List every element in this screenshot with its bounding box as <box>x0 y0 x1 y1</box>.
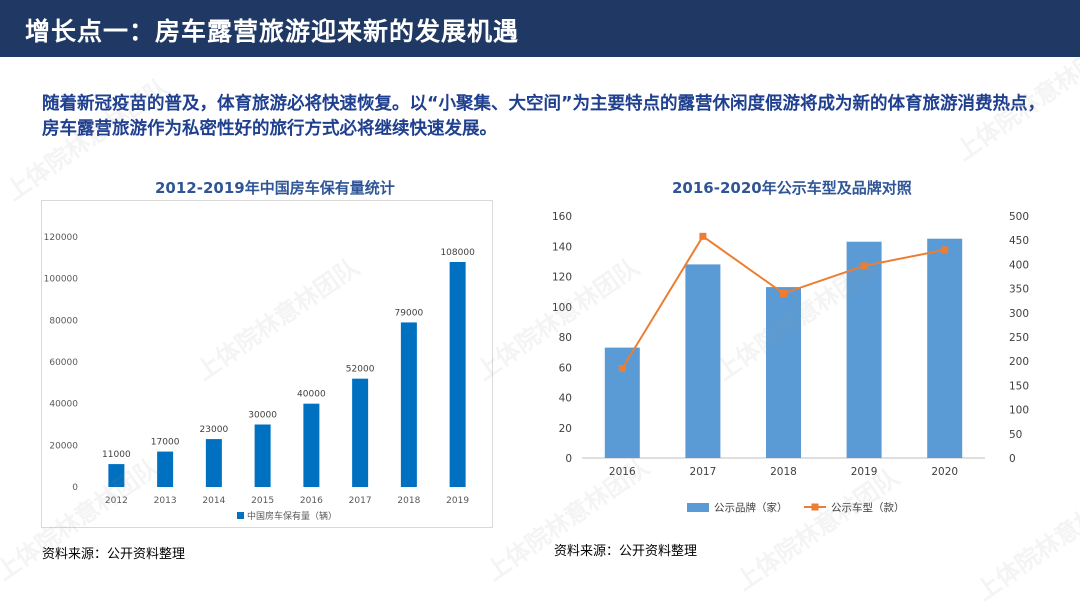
x-tick-label: 2017 <box>349 496 372 506</box>
legend-label: 公示品牌（家） <box>714 501 788 514</box>
bar <box>927 238 963 458</box>
right-chart: 0 20 40 60 80 100 120 140 160 0 50 100 150 200 250 300 3… <box>552 211 1029 514</box>
y-tick-label: 80 <box>559 332 572 344</box>
y2-tick-label: 350 <box>1009 284 1029 296</box>
legend-swatch <box>687 503 709 512</box>
legend-marker <box>811 503 819 511</box>
left-chart-panel: 0 20000 40000 60000 80000 100000 120000 11000 20… <box>41 200 493 528</box>
left-chart-source: 资料来源：公开资料整理 <box>42 547 186 562</box>
header-bar: 增长点一：房车露营旅游迎来新的发展机遇 <box>0 0 1080 57</box>
data-label: 52000 <box>346 365 375 375</box>
bar <box>449 262 466 487</box>
intro-paragraph: 随着新冠疫苗的普及，体育旅游必将快速恢复。以“小聚集、大空间”为主要特点的露营休… <box>42 94 1045 139</box>
left-chart-title: 2012-2019年中国房车保有量统计 <box>155 179 395 197</box>
line-marker <box>860 262 868 270</box>
x-tick-label: 2019 <box>446 496 469 506</box>
x-tick-label: 2020 <box>931 466 958 478</box>
y-tick-label: 120000 <box>44 233 79 243</box>
x-tick-label: 2012 <box>105 496 128 506</box>
x-tick-label: 2018 <box>770 466 797 478</box>
y-tick-label: 40000 <box>49 400 78 410</box>
y2-tick-label: 300 <box>1009 308 1029 320</box>
page-title: 增长点一：房车露营旅游迎来新的发展机遇 <box>25 17 520 46</box>
y2-tick-label: 200 <box>1009 356 1029 368</box>
y-tick-label: 100000 <box>44 275 79 285</box>
legend-label: 中国房车保有量（辆） <box>247 510 337 522</box>
y2-tick-label: 400 <box>1009 259 1029 271</box>
y2-tick-label: 100 <box>1009 405 1029 417</box>
y2-tick-label: 500 <box>1009 211 1029 223</box>
y-tick-label: 0 <box>72 483 78 493</box>
data-label: 79000 <box>395 308 424 318</box>
y2-tick-label: 150 <box>1009 380 1029 392</box>
legend-swatch <box>237 512 244 519</box>
x-tick-label: 2015 <box>251 496 274 506</box>
x-tick-label: 2014 <box>202 496 225 506</box>
y-tick-label: 60000 <box>49 358 78 368</box>
left-chart: 0 20000 40000 60000 80000 100000 120000 11000 20… <box>44 233 475 522</box>
bar <box>604 347 640 458</box>
bar <box>303 403 320 487</box>
bar <box>846 241 882 458</box>
y2-tick-label: 50 <box>1009 429 1022 441</box>
bar <box>205 439 222 487</box>
y2-tick-label: 450 <box>1009 235 1029 247</box>
legend-label: 公示车型（款） <box>831 501 905 514</box>
right-chart-title: 2016-2020年公示车型及品牌对照 <box>672 179 912 197</box>
line-marker <box>699 232 707 240</box>
y-tick-label: 80000 <box>49 316 78 326</box>
x-tick-label: 2019 <box>851 466 878 478</box>
data-label: 108000 <box>440 248 475 258</box>
x-tick-label: 2018 <box>397 496 420 506</box>
data-label: 30000 <box>248 411 277 421</box>
y-tick-label: 0 <box>565 453 572 465</box>
y-tick-label: 40 <box>559 393 572 405</box>
y-tick-label: 60 <box>559 362 572 374</box>
right-chart-source: 资料来源：公开资料整理 <box>554 544 698 559</box>
y-tick-label: 20000 <box>49 441 78 451</box>
y2-tick-label: 250 <box>1009 332 1029 344</box>
y-tick-label: 120 <box>552 272 572 284</box>
line-marker <box>618 364 626 372</box>
x-tick-label: 2016 <box>300 496 323 506</box>
y-tick-label: 20 <box>559 423 572 435</box>
x-tick-label: 2016 <box>609 466 636 478</box>
bar <box>254 424 271 487</box>
bar <box>766 287 801 458</box>
data-label: 11000 <box>102 450 131 460</box>
x-tick-label: 2017 <box>690 466 717 478</box>
line-marker <box>941 246 949 254</box>
data-label: 17000 <box>151 438 180 448</box>
data-label: 40000 <box>297 390 326 400</box>
bar <box>352 378 369 487</box>
right-chart-panel: 0 20 40 60 80 100 120 140 160 0 50 100 150 200 250 300 3… <box>552 200 1040 526</box>
y2-tick-label: 0 <box>1009 453 1016 465</box>
data-label: 23000 <box>200 425 229 435</box>
y-tick-label: 100 <box>552 302 572 314</box>
y-tick-label: 140 <box>552 241 572 253</box>
bar <box>108 464 125 487</box>
bar <box>685 264 721 458</box>
y-tick-label: 160 <box>552 211 572 223</box>
x-tick-label: 2013 <box>154 496 177 506</box>
line-marker <box>780 289 787 297</box>
bar <box>157 451 174 487</box>
bar <box>400 322 417 487</box>
